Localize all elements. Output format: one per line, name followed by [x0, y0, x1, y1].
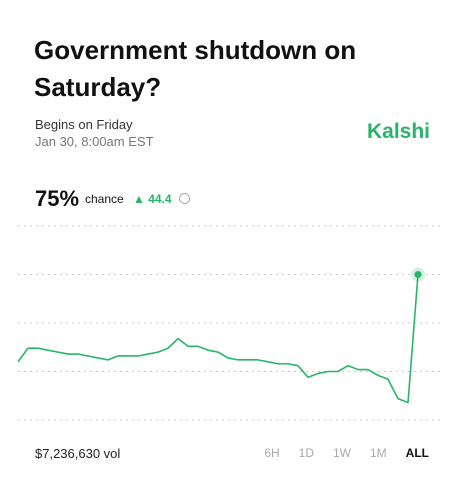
range-button[interactable]: 1W	[333, 446, 351, 460]
market-title: Government shutdown on Saturday?	[34, 35, 357, 102]
brand[interactable]: Kalshi	[367, 120, 431, 143]
range-button[interactable]: ALL	[405, 446, 429, 460]
range-button[interactable]: 1D	[298, 446, 314, 460]
volume: $7,236,630 vol	[35, 446, 121, 461]
range-button[interactable]: 6H	[264, 446, 280, 460]
subtitle: Begins on Friday	[35, 117, 133, 132]
date: Jan 30, 8:00am EST	[35, 134, 154, 149]
change: ▲ 44.4	[133, 192, 172, 206]
current-point	[414, 271, 422, 278]
change-value: 44.4	[148, 192, 172, 206]
range-selector: 6H 1D 1W 1M ALL	[264, 446, 429, 460]
info-icon[interactable]	[179, 193, 190, 204]
chance-value: 75%	[35, 186, 80, 211]
range-button[interactable]: 1M	[370, 446, 387, 460]
price-line	[17, 274, 419, 404]
chance-label: chance	[85, 192, 124, 206]
